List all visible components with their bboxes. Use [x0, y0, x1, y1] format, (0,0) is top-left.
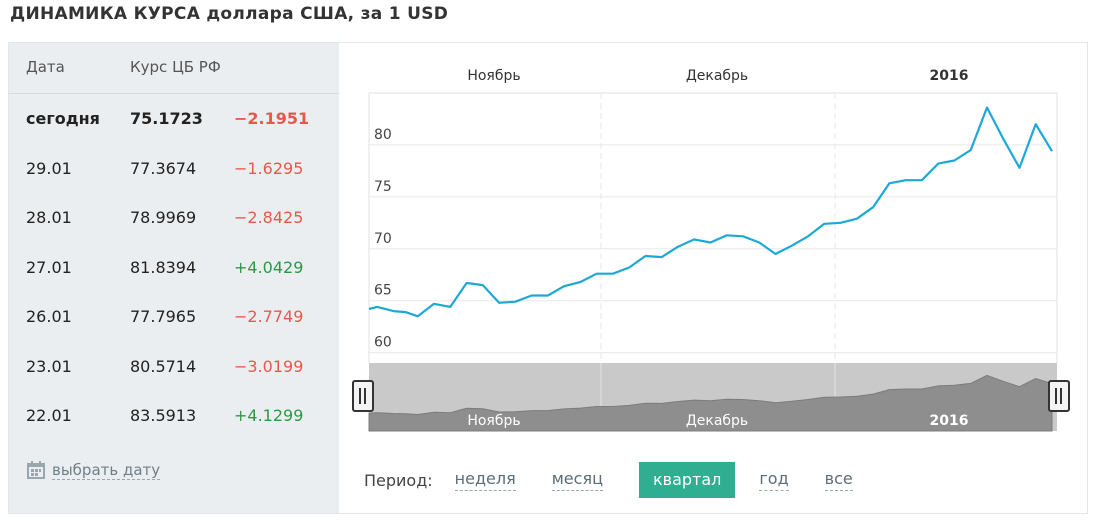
rate-chart: Ноябрь Декабрь 2016 60 65 70 75 80 Ноябрь Декабрь…	[352, 68, 1070, 432]
row-rate: 77.7965	[130, 307, 197, 326]
period-selector: Период: неделя месяц квартал год все	[364, 461, 889, 499]
table-row: 28.01 78.9969 −2.8425	[9, 193, 339, 242]
table-row: 29.01 77.3674 −1.6295	[9, 144, 339, 193]
navigator-label: Ноябрь	[467, 413, 520, 429]
y-tick-label: 65	[374, 283, 392, 299]
chart-area: Ноябрь Декабрь 2016 60 65 70 75 80 Ноябрь Декабрь…	[339, 43, 1087, 513]
navigator-label: 2016	[930, 413, 969, 429]
period-option-1[interactable]: месяц	[551, 469, 603, 491]
header-rate: Курс ЦБ РФ	[130, 58, 221, 76]
rates-table: Дата Курс ЦБ РФ сегодня 75.1723 −2.1951 29.…	[9, 43, 339, 513]
pick-date-label: выбрать дату	[52, 460, 161, 480]
row-date: 27.01	[26, 257, 72, 277]
y-tick-label: 75	[374, 179, 392, 195]
period-label: Период:	[364, 470, 433, 490]
navigator-handle-left[interactable]	[352, 380, 374, 412]
row-date: 23.01	[26, 356, 72, 376]
period-option-3[interactable]: год	[759, 469, 789, 491]
period-option-4[interactable]: все	[824, 469, 853, 491]
calendar-icon	[27, 461, 45, 479]
row-rate: 77.3674	[130, 158, 197, 178]
table-row: 23.01 80.5714 −3.0199	[9, 342, 339, 391]
y-tick-label: 80	[374, 127, 392, 143]
row-rate: 83.5913	[130, 406, 197, 425]
row-date: 22.01	[26, 406, 72, 425]
series-line	[368, 106, 1053, 318]
row-change: +4.1299	[234, 406, 304, 425]
x-axis-label: 2016	[930, 68, 969, 84]
x-axis-label: Ноябрь	[467, 68, 520, 84]
exchange-rate-panel: Дата Курс ЦБ РФ сегодня 75.1723 −2.1951 29.…	[8, 42, 1088, 514]
row-rate: 78.9969	[130, 208, 197, 227]
table-header: Дата Курс ЦБ РФ	[9, 43, 339, 94]
page-title: ДИНАМИКА КУРСА доллара США, за 1 USD	[10, 4, 449, 24]
row-date: 28.01	[26, 208, 72, 227]
table-row: сегодня 75.1723 −2.1951	[9, 94, 339, 143]
navigator-handle-right[interactable]	[1048, 380, 1070, 412]
x-axis-label: Декабрь	[686, 68, 748, 84]
period-option-2[interactable]: квартал	[638, 462, 736, 498]
header-date: Дата	[26, 58, 65, 76]
row-rate: 80.5714	[130, 356, 197, 376]
row-change: −1.6295	[234, 158, 304, 178]
period-option-0[interactable]: неделя	[454, 469, 516, 491]
row-change: −2.7749	[234, 307, 304, 326]
row-date: 29.01	[26, 158, 72, 178]
y-tick-label: 60	[374, 335, 392, 351]
table-row: 27.01 81.8394 +4.0429	[9, 243, 339, 292]
row-rate: 75.1723	[130, 109, 203, 128]
table-row: 26.01 77.7965 −2.7749	[9, 292, 339, 341]
row-change: +4.0429	[234, 257, 304, 277]
table-row: 22.01 83.5913 +4.1299	[9, 391, 339, 440]
row-rate: 81.8394	[130, 257, 197, 277]
navigator-area	[368, 374, 1053, 432]
row-change: −3.0199	[234, 356, 304, 376]
row-change: −2.1951	[234, 109, 310, 128]
row-date: 26.01	[26, 307, 72, 326]
pick-date-link[interactable]: выбрать дату	[26, 460, 161, 480]
row-change: −2.8425	[234, 208, 304, 227]
row-date: сегодня	[26, 109, 100, 128]
navigator-label: Декабрь	[686, 413, 748, 429]
y-tick-label: 70	[374, 231, 392, 247]
